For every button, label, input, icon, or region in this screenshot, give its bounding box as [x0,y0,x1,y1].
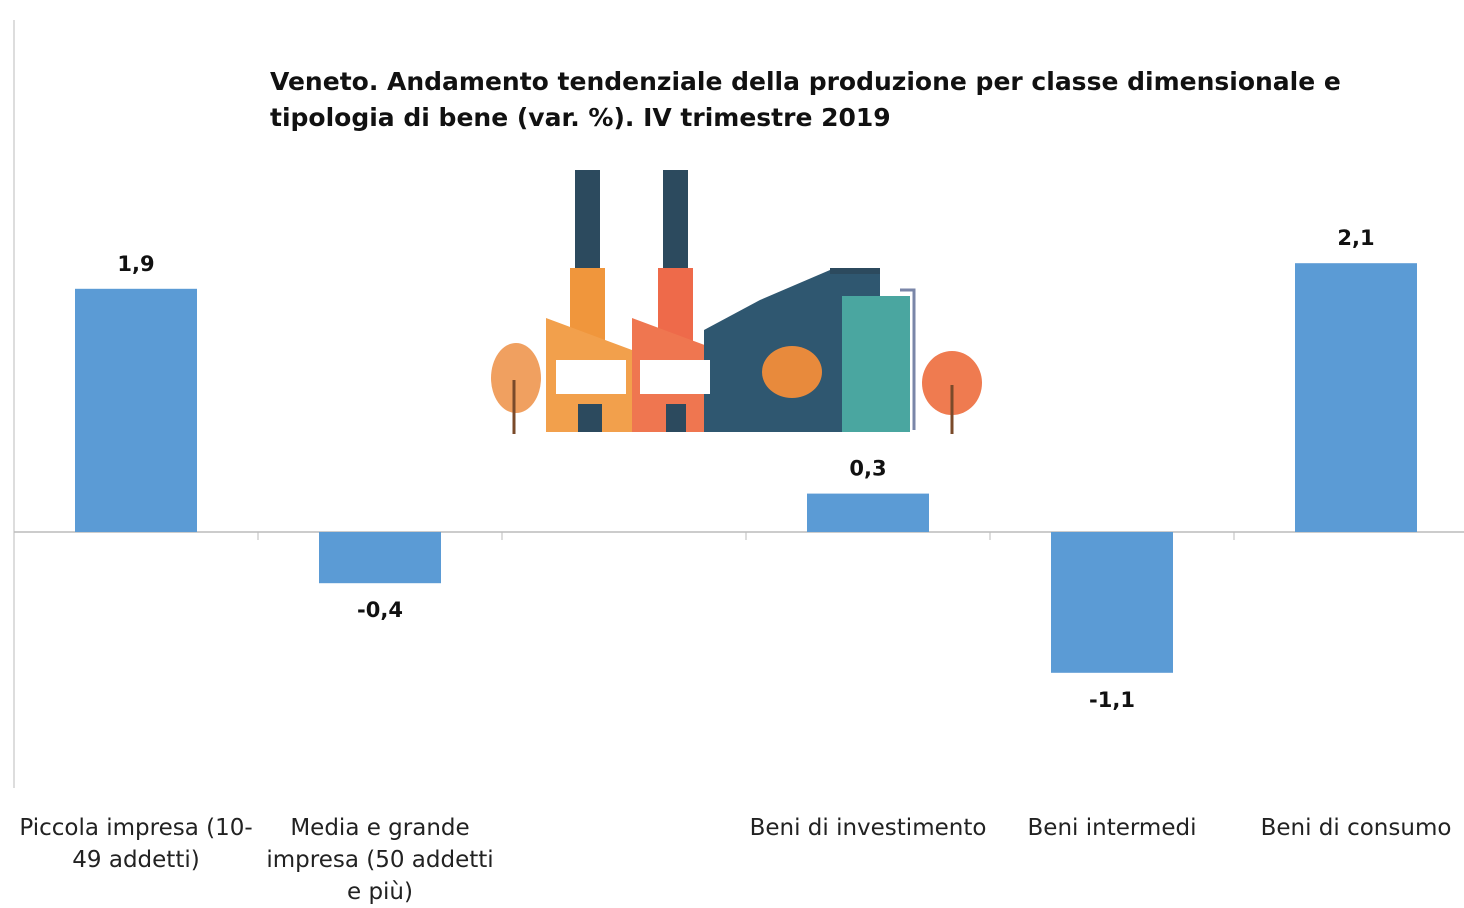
data-label: -1,1 [1089,688,1135,712]
x-tick-label: Media e grande impresa (50 addetti e più… [266,815,494,905]
bar [807,493,929,532]
bar [1295,263,1417,532]
bar [319,532,441,584]
data-label: 0,3 [849,457,886,481]
bar [75,288,197,532]
factory-illustration [491,170,982,434]
data-label: 1,9 [117,252,154,276]
x-tick-label: Beni intermedi [1027,815,1197,841]
data-label: -0,4 [357,598,403,622]
x-tick-label: Beni di consumo [1260,815,1452,841]
x-tick-label: Beni di investimento [749,815,987,841]
x-tick-label: Piccola impresa (10-49 addetti) [19,815,253,873]
bar [1051,532,1173,673]
data-label: 2,1 [1337,226,1374,250]
chart-title: Veneto. Andamento tendenziale della prod… [270,67,1341,132]
